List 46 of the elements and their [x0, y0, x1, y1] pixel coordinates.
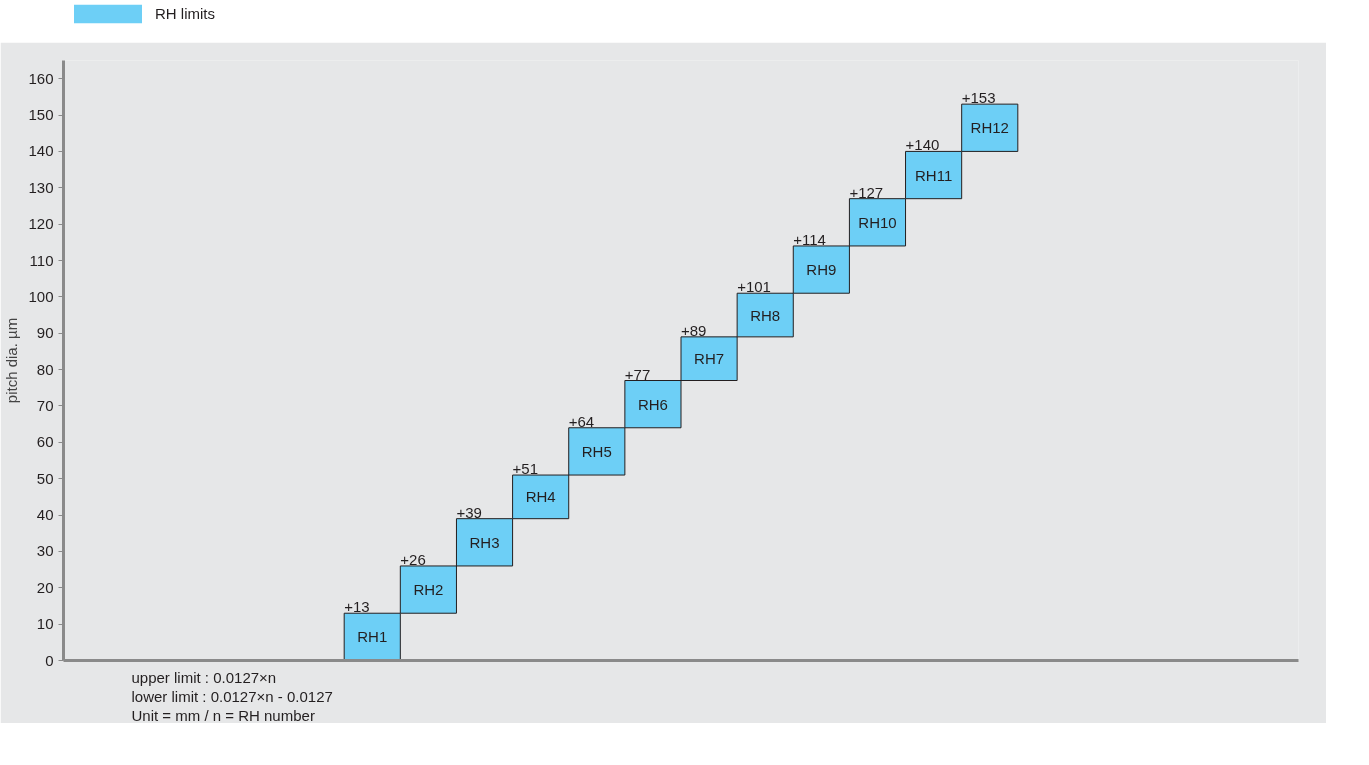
y-tick-label: 130 [28, 178, 54, 196]
y-tick-label: 140 [28, 142, 54, 160]
y-tick-label: 60 [36, 433, 54, 451]
data-label: +101 [737, 278, 771, 296]
x-tick-label: RH7 [694, 350, 725, 368]
y-tick-label: 70 [36, 396, 54, 414]
data-label: +89 [681, 321, 707, 339]
x-tick-label: RH2 [413, 581, 444, 599]
y-axis-title: pitch dia. µm [3, 317, 21, 404]
x-tick-label: RH9 [806, 261, 837, 279]
y-tick-label: 150 [28, 106, 54, 124]
data-label: +64 [568, 412, 595, 430]
data-label: +114 [793, 230, 826, 248]
x-tick-label: RH5 [581, 442, 612, 460]
x-tick-label: RH11 [915, 166, 953, 184]
text: upper limit : 0.0127×n [131, 668, 277, 686]
text: Unit = mm / n = RH number [131, 706, 315, 724]
x-tick-label: RH12 [970, 119, 1009, 137]
data-label: +26 [400, 550, 426, 568]
text: lower limit : 0.0127×n - 0.0127 [131, 687, 333, 705]
x-tick-label: RH1 [357, 628, 388, 646]
y-tick-label: 120 [28, 215, 54, 233]
legend-label: RH limits [155, 5, 215, 22]
y-tick-label: 20 [36, 578, 54, 596]
data-label: +140 [905, 136, 940, 154]
x-tick-label: RH8 [750, 306, 781, 324]
data-label: +39 [456, 503, 482, 521]
y-tick-label: 30 [36, 542, 54, 560]
y-tick-label: 40 [36, 506, 54, 524]
data-label: +13 [344, 598, 370, 616]
y-tick-label: 0 [45, 651, 54, 669]
data-label: +77 [624, 365, 651, 383]
x-tick-label: RH10 [858, 213, 897, 231]
y-tick-label: 160 [28, 69, 54, 87]
data-label: +153 [961, 89, 996, 107]
data-label: +51 [512, 460, 539, 478]
y-tick-label: 100 [28, 287, 54, 305]
y-tick-label: 80 [36, 360, 54, 378]
y-tick-label: 10 [36, 615, 54, 633]
y-tick-label: 50 [36, 469, 54, 487]
x-tick-label: RH3 [469, 533, 500, 551]
y-tick-label: 110 [29, 251, 54, 269]
x-tick-label: RH4 [525, 488, 556, 506]
x-tick-label: RH6 [637, 395, 668, 413]
y-tick-label: 90 [36, 324, 54, 342]
data-label: +127 [849, 183, 884, 201]
